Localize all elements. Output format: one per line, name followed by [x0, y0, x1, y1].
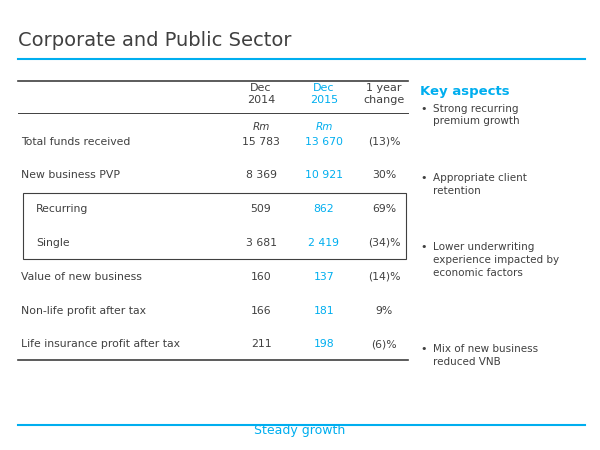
Text: 862: 862 [314, 204, 334, 214]
Text: Steady growth: Steady growth [254, 424, 346, 437]
Text: Appropriate client
retention: Appropriate client retention [433, 173, 527, 196]
Text: Total funds received: Total funds received [21, 137, 130, 147]
Text: 2 419: 2 419 [308, 238, 340, 248]
Text: Rm: Rm [316, 122, 332, 131]
Text: 9%: 9% [376, 306, 392, 315]
Text: 8 369: 8 369 [245, 171, 277, 180]
Text: 198: 198 [314, 339, 334, 349]
Text: 69%: 69% [372, 204, 396, 214]
Text: •: • [420, 173, 427, 183]
Text: •: • [420, 104, 427, 113]
Text: Corporate and Public Sector: Corporate and Public Sector [18, 32, 292, 50]
Text: •: • [420, 242, 427, 252]
Text: Key aspects: Key aspects [420, 85, 509, 98]
Text: (34)%: (34)% [368, 238, 400, 248]
Text: (14)%: (14)% [368, 272, 400, 282]
Text: Strong recurring
premium growth: Strong recurring premium growth [433, 104, 520, 126]
Text: 3 681: 3 681 [245, 238, 277, 248]
Text: 509: 509 [251, 204, 271, 214]
Text: 1 year
change: 1 year change [364, 83, 404, 105]
Text: •: • [420, 344, 427, 354]
Text: (6)%: (6)% [371, 339, 397, 349]
Text: 137: 137 [314, 272, 334, 282]
Text: 211: 211 [251, 339, 271, 349]
Text: New business PVP: New business PVP [21, 171, 120, 180]
Text: Lower underwriting
experience impacted by
economic factors: Lower underwriting experience impacted b… [433, 242, 559, 278]
Text: 181: 181 [314, 306, 334, 315]
Text: 15 783: 15 783 [242, 137, 280, 147]
Text: 166: 166 [251, 306, 271, 315]
Text: Life insurance profit after tax: Life insurance profit after tax [21, 339, 180, 349]
Bar [23, 193, 406, 259]
Text: Mix of new business
reduced VNB: Mix of new business reduced VNB [433, 344, 538, 367]
Text: 30%: 30% [372, 171, 396, 180]
Text: Single: Single [36, 238, 70, 248]
Text: 10 921: 10 921 [305, 171, 343, 180]
Text: Non-life profit after tax: Non-life profit after tax [21, 306, 146, 315]
Text: Dec
2015: Dec 2015 [310, 83, 338, 105]
Text: 160: 160 [251, 272, 271, 282]
Text: Value of new business: Value of new business [21, 272, 142, 282]
Text: Rm: Rm [253, 122, 269, 131]
Text: Dec
2014: Dec 2014 [247, 83, 275, 105]
Text: 13 670: 13 670 [305, 137, 343, 147]
Text: Recurring: Recurring [36, 204, 88, 214]
Text: (13)%: (13)% [368, 137, 400, 147]
